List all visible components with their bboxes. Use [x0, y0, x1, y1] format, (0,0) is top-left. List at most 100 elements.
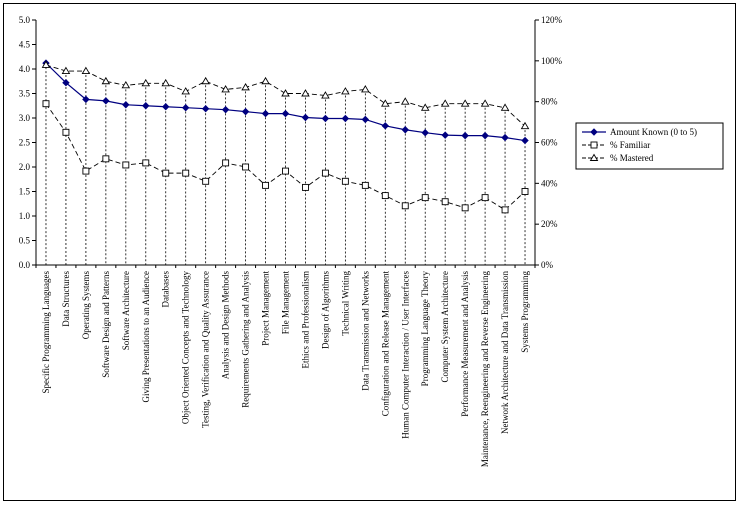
category-label: Databases — [161, 271, 171, 308]
data-point — [381, 192, 389, 200]
y-right-tick-label: 40% — [541, 178, 558, 188]
category-label: Object Oriented Concepts and Technology — [181, 271, 191, 425]
series-layer — [41, 59, 530, 214]
data-point — [301, 89, 310, 97]
legend-label: Amount Known (0 to 5) — [610, 127, 697, 137]
category-label: Analysis and Design Methods — [221, 271, 231, 380]
legend-label: % Familiar — [610, 140, 650, 150]
data-point — [440, 99, 450, 107]
data-point — [242, 163, 250, 171]
data-point — [281, 89, 290, 97]
legend-marker — [590, 128, 598, 136]
data-point — [201, 104, 210, 113]
category-label: Performance Measurement and Analysis — [460, 271, 470, 417]
y-right-tick-label: 0% — [541, 260, 554, 270]
data-point — [182, 169, 190, 177]
series-2 — [42, 100, 529, 214]
data-point — [261, 109, 270, 118]
data-point — [421, 194, 429, 202]
data-point — [501, 206, 509, 214]
category-label: Data Transmission and Networks — [360, 271, 370, 391]
y-right-tick-label: 120% — [541, 15, 563, 25]
y-left-tick-label: 0.5 — [19, 236, 31, 246]
data-point — [62, 128, 70, 136]
data-point — [121, 80, 131, 89]
data-point — [321, 91, 330, 99]
data-point — [401, 126, 409, 134]
data-point — [82, 167, 90, 175]
data-point — [321, 169, 329, 177]
y-left-tick-label: 2.5 — [19, 138, 31, 148]
data-point — [301, 113, 310, 122]
data-point — [101, 76, 111, 85]
y-right-tick-label: 100% — [541, 56, 563, 66]
data-point — [282, 167, 289, 175]
legend: Amount Known (0 to 5) % Familiar % Mastere… — [575, 122, 724, 170]
data-point — [221, 105, 230, 114]
category-label: Operating Systems — [81, 271, 91, 340]
y-left-tick-label: 5.0 — [19, 15, 31, 25]
data-point — [481, 194, 489, 202]
category-label: Network Architecture and Data Transmissi… — [500, 271, 510, 434]
category-label: Computer System Architecture — [440, 271, 450, 382]
y-left-tick-label: 4.5 — [19, 40, 31, 50]
data-point — [381, 99, 390, 107]
axes: 0.0 0.5 1.0 1.5 2.0 2.5 3.0 3.5 4.0 4.5 5.0 0% 20% 40… — [19, 15, 563, 270]
data-point — [102, 97, 110, 105]
data-point — [262, 181, 269, 189]
data-point — [520, 121, 530, 130]
data-point — [141, 78, 151, 87]
y-right-tick-label: 80% — [541, 97, 558, 107]
y-left-tick-label: 4.0 — [19, 64, 31, 74]
data-point — [181, 104, 190, 112]
data-point — [61, 66, 71, 74]
data-point — [341, 114, 350, 123]
data-point — [62, 79, 70, 87]
y-left-tick-label: 0.0 — [19, 260, 31, 270]
data-point — [202, 177, 210, 185]
data-point — [122, 101, 130, 109]
category-label: Testing, Verification and Quality Assura… — [201, 271, 211, 428]
data-point — [261, 76, 270, 85]
category-label: Giving Presentations to an Audience — [141, 271, 151, 402]
category-label: Specific Programming Languages — [41, 271, 51, 394]
data-point — [461, 204, 469, 212]
data-point — [521, 136, 529, 145]
data-point — [102, 155, 110, 163]
data-point — [400, 97, 410, 105]
data-point — [361, 115, 370, 124]
data-point — [441, 131, 449, 139]
data-point — [421, 128, 429, 137]
data-point — [122, 161, 130, 169]
y-left-tick-label: 1.5 — [19, 187, 31, 197]
category-label: Systems Programming — [520, 271, 530, 353]
data-point — [481, 131, 489, 140]
series-1 — [42, 59, 529, 145]
data-point — [221, 85, 230, 93]
category-label: Data Structures — [61, 271, 71, 327]
data-point — [420, 103, 430, 111]
category-label: Software Design and Patterns — [101, 271, 111, 378]
legend-marker — [590, 141, 598, 149]
category-label: Project Management — [261, 271, 271, 346]
data-point — [501, 133, 509, 142]
data-point — [381, 122, 390, 130]
data-point — [302, 183, 309, 191]
chart-frame — [3, 3, 736, 501]
category-label: Technical Writing — [340, 271, 350, 336]
data-point — [361, 85, 370, 93]
category-label: Ethics and Professionalism — [300, 271, 310, 369]
data-point — [480, 99, 490, 107]
category-label: Requirements Gathering and Analysis — [241, 271, 251, 408]
data-point — [460, 99, 470, 107]
y-left-tick-label: 3.5 — [19, 89, 31, 99]
data-point — [162, 103, 170, 111]
legend-label: % Mastered — [610, 153, 654, 163]
data-point — [201, 76, 210, 85]
y-left-tick-label: 1.0 — [19, 211, 31, 221]
category-label: Human Computer Interaction / User Interf… — [400, 271, 410, 439]
data-point — [341, 177, 349, 185]
data-point — [341, 87, 350, 95]
data-point — [401, 202, 409, 210]
